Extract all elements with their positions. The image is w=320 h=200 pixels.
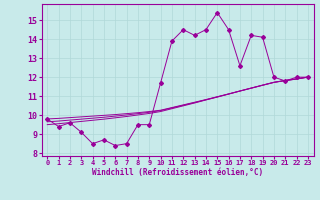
X-axis label: Windchill (Refroidissement éolien,°C): Windchill (Refroidissement éolien,°C) [92,168,263,177]
